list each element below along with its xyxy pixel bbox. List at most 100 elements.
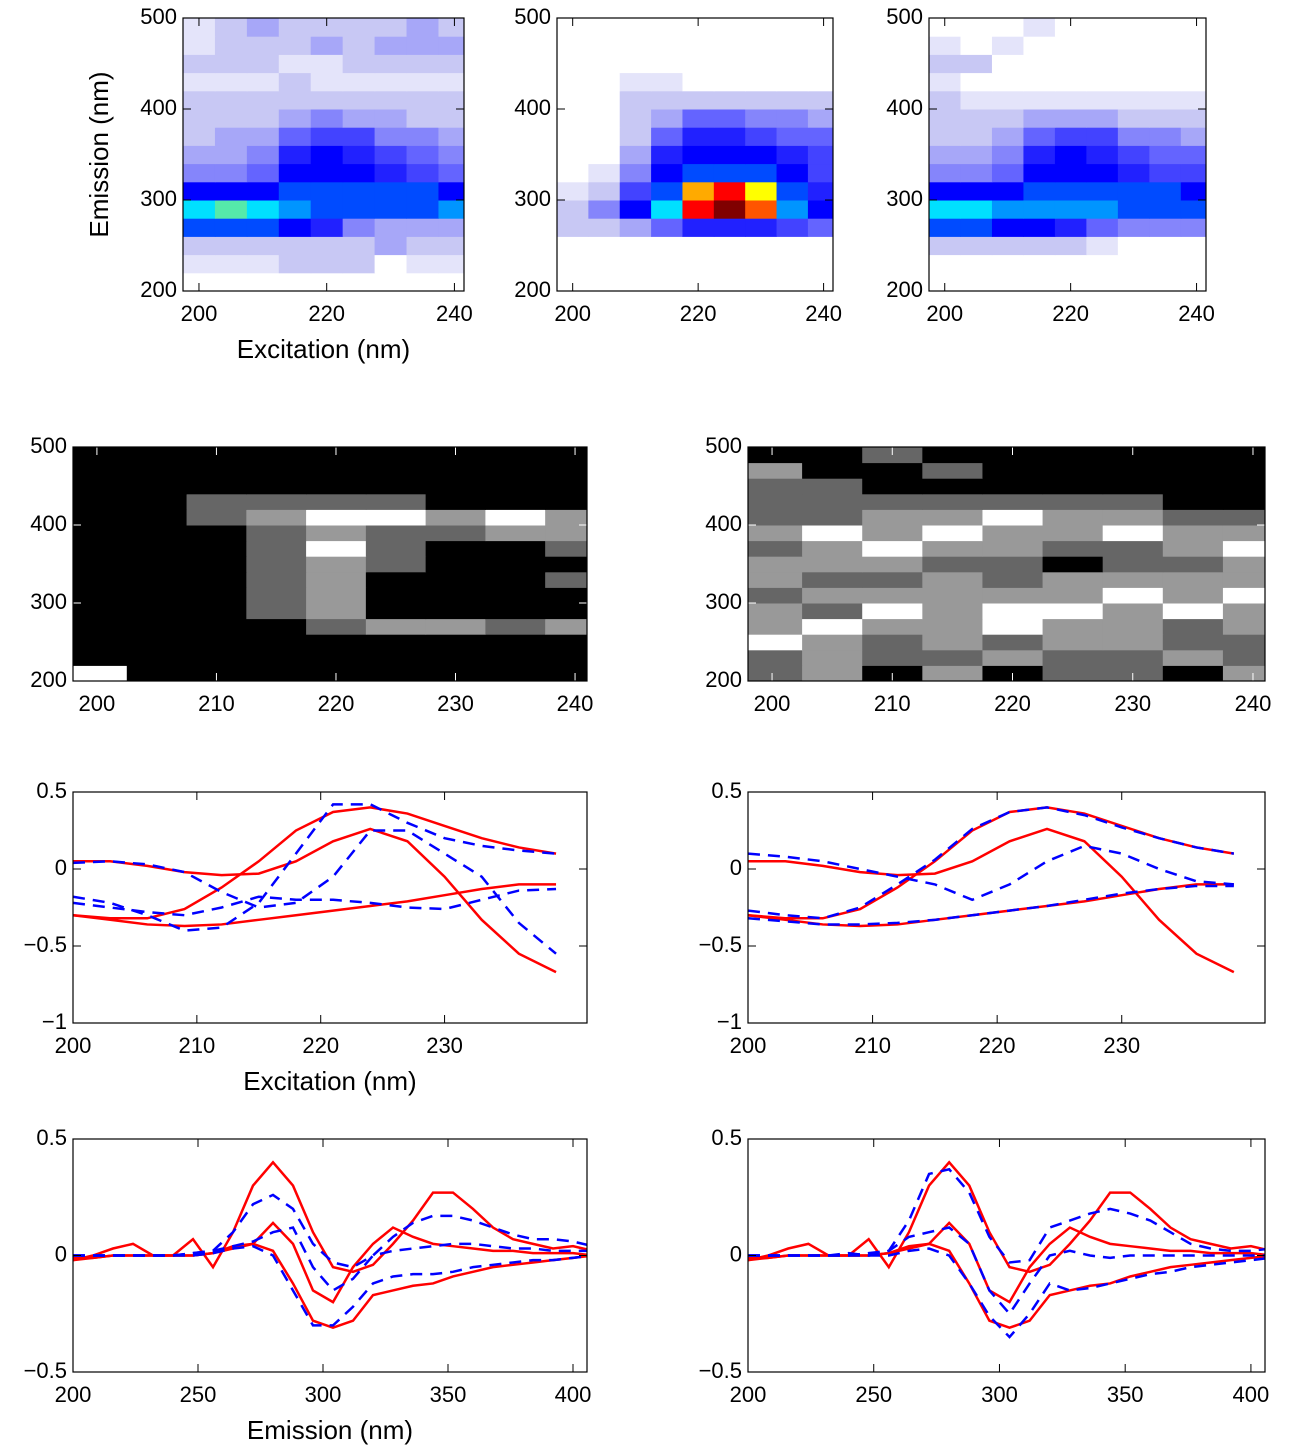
heatmap-cell [1117,272,1150,291]
heatmap-cell [214,72,248,92]
heatmap-cell [776,163,809,183]
heatmap-cell [1180,236,1206,256]
heatmap-cell [557,254,589,274]
heatmap-cell [1117,72,1150,92]
heatmap-cell [214,181,248,201]
heatmap-cell [776,181,809,201]
heatmap-cell [1042,603,1104,620]
heatmap-cell [862,525,923,542]
heatmap-cell [619,200,652,219]
heatmap-cell [1149,218,1182,237]
heatmap-cell [1180,200,1206,219]
heatmap-cell [1102,649,1164,666]
heatmap-cell [310,109,344,128]
heatmap-cell [713,109,746,128]
heatmap-cell [1042,540,1104,557]
heatmap-cell [1162,540,1224,557]
heatmap-cell [545,649,587,666]
heatmap-cell [406,200,439,219]
heatmap-cell [246,665,307,681]
heatmap-cell [802,462,863,479]
axes-box [182,17,465,292]
heatmap-cell [1086,218,1119,237]
heatmap-cell [748,665,803,681]
heatmap-cell [1042,447,1104,464]
y-tick-label: −0.5 [24,1358,67,1383]
heatmap-cell [557,72,589,92]
heatmap-cell [126,447,188,464]
heatmap-cell [748,509,803,526]
heatmap-cell [1180,145,1206,165]
heatmap-cell [1117,18,1150,37]
heatmap-cell [651,236,683,256]
heatmap-cell [682,236,715,256]
heatmap-cell [278,127,312,146]
heatmap-cell [1162,665,1224,681]
heatmap-cell [776,218,809,237]
heatmap-cell [374,109,408,128]
plot-area [748,806,1235,974]
y-tick-label: 0 [55,1241,67,1266]
heatmap-cell [406,127,439,146]
heatmap-cell [1222,540,1265,557]
heatmap-cell [425,618,486,635]
heatmap-cell [929,127,961,146]
heatmap-cell [991,200,1024,219]
heatmap-cell [929,236,961,256]
heatmap-cell [745,254,778,274]
heatmap-cell [310,163,344,183]
heatmap-cell [545,587,587,604]
heatmap-cell [1023,163,1056,183]
heatmap-cell [545,603,587,620]
heatmap-cell [73,618,128,635]
heatmap-cell [278,18,312,37]
heatmap-cell [438,127,464,146]
axes-box [747,1138,1266,1373]
heatmap-cell [310,90,344,110]
heatmap-cell [73,603,128,620]
heatmap-cell [1162,571,1224,588]
heatmap-cell [278,163,312,183]
heatmap-cell [713,272,746,291]
axes-box [747,446,1266,682]
heatmap-cell [922,587,983,604]
heatmap-cell [991,218,1024,237]
heatmap-cell [713,18,746,37]
heatmap-cell [183,127,216,146]
heatmap-cell [748,634,803,651]
heatmap-cell [682,36,715,55]
series-line [73,806,557,920]
heatmap-cell [278,109,312,128]
heatmap-cell [862,571,923,588]
heatmap-cell [1042,509,1104,526]
heatmap-cell [1162,587,1224,604]
x-tick-label: 250 [855,1382,892,1407]
heatmap-cell [1102,540,1164,557]
heatmap-cell [991,90,1024,110]
y-tick-label: −0.5 [24,932,67,957]
heatmap-cell [1117,90,1150,110]
heatmap-cell [960,200,993,219]
heatmap-cell [745,181,778,201]
heatmap-cell [186,571,247,588]
heatmap-cell [991,127,1024,146]
heatmap-cell [929,145,961,165]
heatmap-cell [1180,254,1206,274]
series-line [73,1244,587,1327]
heatmap-cell [588,54,621,74]
heatmap-cell [306,525,367,542]
heatmap-cell [1117,54,1150,74]
heatmap-cell [73,525,128,542]
heatmap-cell [807,18,833,37]
heatmap-cell [1117,181,1150,201]
heatmap-cell [342,272,376,291]
heatmap-cell [310,145,344,165]
heatmap-cell [557,145,589,165]
heatmap-cell [651,36,683,55]
series-line [73,829,557,955]
heatmap-cell [802,665,863,681]
heatmap-cell [73,509,128,526]
x-tick-label: 240 [1235,691,1272,716]
heatmap-cell [862,634,923,651]
heatmap-cell [1222,587,1265,604]
